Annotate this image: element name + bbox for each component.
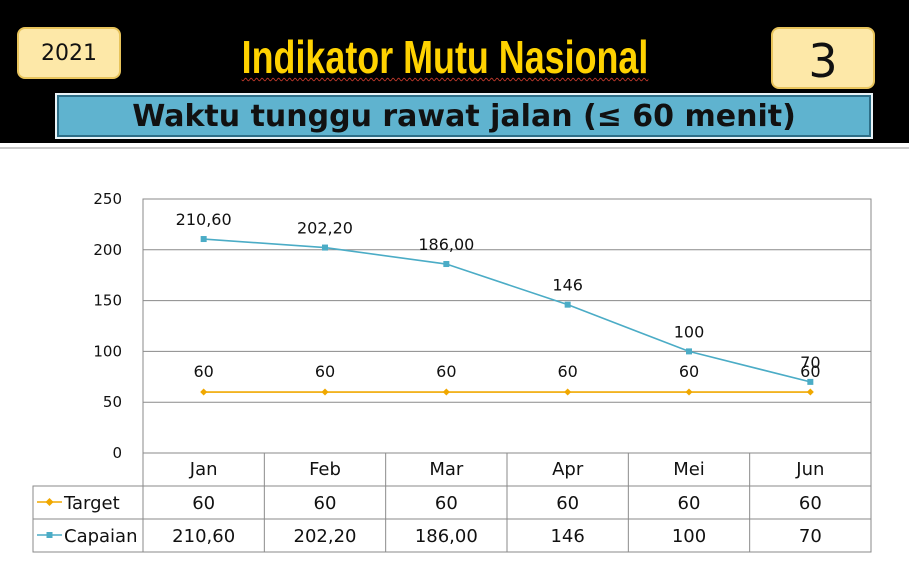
data-point: [686, 348, 692, 355]
y-tick-label: 50: [103, 393, 122, 411]
y-tick-label: 250: [93, 190, 122, 208]
data-label: 146: [552, 276, 583, 295]
data-point: [321, 388, 329, 396]
plot-area: [142, 198, 872, 454]
data-label: 70: [800, 353, 820, 372]
x-tick-label: Feb: [309, 459, 341, 480]
data-point: [564, 301, 571, 308]
legend-label-target: Target: [63, 493, 120, 514]
data-point: [564, 388, 572, 396]
table-cell: 146: [550, 526, 584, 547]
data-label: 60: [800, 362, 820, 381]
indicator-number: 3: [808, 34, 838, 88]
table-cell: 60: [314, 493, 337, 514]
data-point: [685, 388, 693, 396]
legend-key-marker: [46, 532, 53, 538]
table-cell: 60: [678, 493, 701, 514]
table-cell: 60: [556, 493, 579, 514]
legend-key-marker: [45, 498, 54, 506]
data-point: [200, 388, 208, 396]
table-cell: 60: [435, 493, 458, 514]
data-point: [322, 244, 328, 251]
table-cell: 70: [799, 526, 822, 547]
table-cell: 202,20: [294, 526, 357, 547]
data-label: 202,20: [297, 219, 353, 238]
data-point: [807, 378, 814, 385]
subtitle-box: Waktu tunggu rawat jalan (≤ 60 menit): [55, 93, 873, 139]
y-tick-label: 150: [93, 292, 122, 310]
data-label: 186,00: [418, 235, 474, 254]
data-label: 100: [674, 322, 705, 341]
year-badge: 2021: [17, 27, 121, 79]
y-tick-label: 100: [93, 342, 122, 360]
x-tick-label: Apr: [552, 459, 584, 480]
x-tick-label: Jun: [795, 459, 824, 480]
data-label: 60: [315, 362, 335, 381]
data-point: [806, 388, 814, 396]
year-label: 2021: [41, 40, 97, 66]
legend-label-capaian: Capaian: [64, 526, 138, 547]
series-line-capaian: [203, 238, 811, 383]
subtitle: Waktu tunggu rawat jalan (≤ 60 menit): [132, 98, 796, 134]
data-point: [443, 261, 450, 268]
x-tick-label: Jan: [189, 459, 218, 480]
x-tick-label: Mei: [673, 459, 705, 480]
data-label: 60: [557, 362, 577, 381]
data-label: 60: [436, 362, 456, 381]
data-label: 210,60: [176, 210, 232, 229]
table-cell: 60: [192, 493, 215, 514]
table-cell: 60: [799, 493, 822, 514]
table-cell: 210,60: [172, 526, 235, 547]
x-tick-label: Mar: [429, 459, 464, 480]
data-label: 60: [679, 362, 699, 381]
header-divider: [0, 147, 909, 149]
y-tick-label: 0: [112, 444, 122, 462]
indicator-number-badge: 3: [771, 27, 875, 89]
table-cell: 186,00: [415, 526, 478, 547]
data-label: 60: [193, 362, 213, 381]
y-tick-label: 200: [93, 241, 122, 259]
data-point: [442, 388, 450, 396]
page-title: Indikator Mutu Nasional: [241, 31, 649, 83]
table-cell: 100: [672, 526, 706, 547]
data-point: [200, 236, 207, 243]
